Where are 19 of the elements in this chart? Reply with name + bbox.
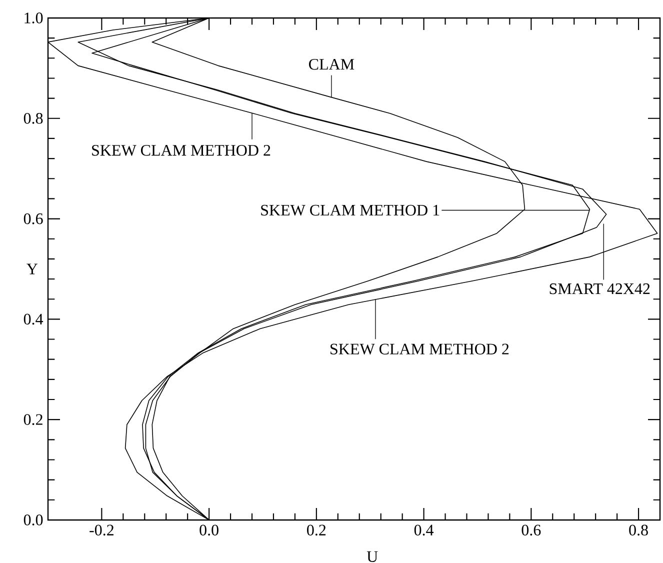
x-tick-label: 0.8 [629,524,648,536]
y-tick-label: 0.6 [24,213,43,224]
annotation: CLAM [308,58,354,70]
x-axis-title: U [366,551,378,562]
y-tick-label: 0.2 [24,414,42,426]
annotation: SKEW CLAM METHOD 2 [92,144,270,156]
x-tick-label: 0.6 [522,524,541,536]
y-tick-label: 0.0 [24,514,43,526]
x-tick-label: 0.4 [414,524,434,536]
annotation: SKEW CLAM METHOD 2 [330,344,509,355]
y-tick-label: 0.8 [24,112,43,124]
x-tick-label: -0.2 [90,524,114,536]
y-axis-title: Y [26,264,38,274]
x-tick-label: 0.0 [200,524,218,536]
x-tick-label: 0.2 [307,524,326,536]
annotation: SKEW CLAM METHOD 1 [261,204,440,216]
y-tick-label: 1.0 [24,12,43,24]
y-tick-label: 0.4 [24,314,44,325]
annotation: SMART 42X42 [550,283,650,294]
